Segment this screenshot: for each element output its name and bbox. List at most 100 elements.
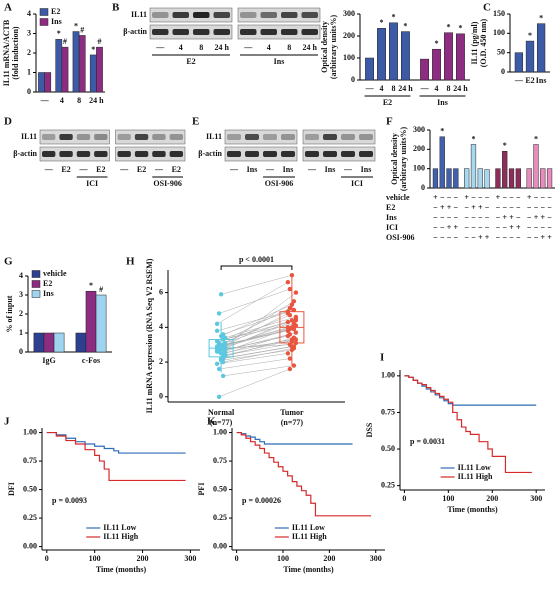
table-cell: −	[433, 223, 438, 232]
table-cell: +	[447, 223, 452, 232]
lane-label: —	[44, 165, 54, 174]
y-tick-label: 1.00	[213, 427, 227, 436]
lane-label: Ins	[247, 165, 258, 174]
blot-band	[42, 151, 56, 157]
table-cell: −	[502, 223, 507, 232]
x-tick-label: 300	[370, 554, 382, 563]
panel-letter: J	[4, 416, 10, 428]
x-tick-label: Ins	[536, 76, 547, 85]
table-cell: −	[534, 223, 539, 232]
p-value: p = 0.00026	[242, 496, 281, 505]
pair-line	[225, 332, 296, 354]
treatment-label: ICI	[86, 179, 98, 188]
y-tick-label: 0.00	[23, 541, 37, 550]
data-point	[220, 359, 226, 365]
bar	[464, 168, 470, 189]
panel-letter: F	[386, 116, 393, 128]
data-point	[293, 290, 299, 295]
bar	[43, 332, 55, 353]
blot-band	[59, 151, 73, 157]
blot-band	[359, 134, 373, 140]
y-tick-label: 0	[19, 347, 23, 356]
bar	[44, 72, 52, 93]
table-cell: −	[454, 213, 459, 222]
table-cell: −	[534, 203, 539, 212]
table-cell: +	[534, 213, 539, 222]
y-tick-label: 300	[343, 9, 355, 18]
y-tick-label: 0.50	[381, 444, 395, 453]
blot-membrane	[237, 24, 321, 40]
table-cell: +	[527, 193, 532, 202]
lane-label: Ins	[283, 165, 294, 174]
pair-line	[223, 328, 294, 345]
lane-label: E2	[137, 165, 146, 174]
blot-band	[305, 151, 319, 157]
table-row-label: Ins	[386, 213, 397, 222]
treatment-label: OSI-906	[265, 179, 293, 188]
legend-label: IL11 Low	[103, 523, 136, 532]
y-axis-label: Optical density	[320, 21, 329, 73]
x-axis-label: Time (months)	[96, 565, 147, 574]
blot-membrane	[39, 146, 110, 162]
x-tick-sublabel: (n=77)	[210, 418, 233, 427]
table-cell: −	[447, 233, 452, 242]
survival-curve	[404, 375, 532, 474]
data-point	[287, 306, 293, 311]
table-cell: −	[440, 193, 445, 202]
data-point	[216, 366, 222, 372]
legend-label: Ins	[43, 289, 54, 298]
blot-band	[341, 134, 355, 140]
table-cell: −	[447, 213, 452, 222]
x-tick-label: 200	[137, 554, 149, 563]
blot-band	[117, 134, 131, 140]
bar	[53, 332, 65, 353]
blot-row-label: β-actin	[198, 149, 222, 158]
blot-band	[152, 29, 169, 35]
bar	[439, 136, 445, 189]
table-cell: −	[471, 193, 476, 202]
bar	[389, 22, 398, 81]
table-cell: −	[440, 223, 445, 232]
legend-swatch	[31, 280, 41, 288]
data-point	[287, 286, 293, 292]
lane-label: E2	[172, 165, 181, 174]
x-tick-label: 4	[380, 84, 384, 93]
bar	[526, 168, 532, 189]
blot-row-label: β-actin	[13, 149, 37, 158]
significance-mark: *	[534, 134, 538, 143]
group-label: E2	[383, 98, 392, 107]
y-tick-label: 4	[19, 271, 23, 280]
data-point	[218, 292, 224, 297]
pair-line	[221, 274, 292, 295]
blot-band	[169, 151, 183, 157]
treatment-label: OSI-906	[153, 179, 181, 188]
y-tick-label: 0.75	[23, 456, 37, 465]
blot-band	[263, 134, 277, 140]
y-tick-label: 1	[27, 67, 31, 76]
y-tick-label: 1.00	[23, 427, 37, 436]
x-axis-label: Time (months)	[447, 505, 498, 514]
table-cell: −	[516, 213, 521, 222]
data-point	[214, 321, 220, 327]
lane-label: E2	[96, 165, 105, 174]
data-point	[220, 332, 226, 337]
table-cell: −	[547, 213, 552, 222]
y-tick-label: 100	[343, 53, 355, 62]
panel-letter: E	[192, 116, 199, 128]
y-tick-label: 0	[421, 183, 425, 192]
table-cell: −	[485, 203, 490, 212]
table-cell: −	[478, 223, 483, 232]
pair-line	[217, 311, 288, 332]
y-tick-label: 50	[497, 47, 505, 56]
table-cell: −	[534, 193, 539, 202]
bar	[432, 168, 439, 189]
x-tick-label: E2	[525, 76, 534, 85]
significance-mark: #	[80, 25, 84, 34]
significance-mark: *	[89, 281, 93, 290]
significance-mark: *	[528, 31, 532, 40]
blot-band	[169, 134, 183, 140]
y-axis-label: IL11 mRNA expression (RNA Seq V2 RSEM)	[145, 258, 154, 413]
y-tick-label: 100	[493, 28, 505, 37]
bar	[85, 290, 97, 353]
